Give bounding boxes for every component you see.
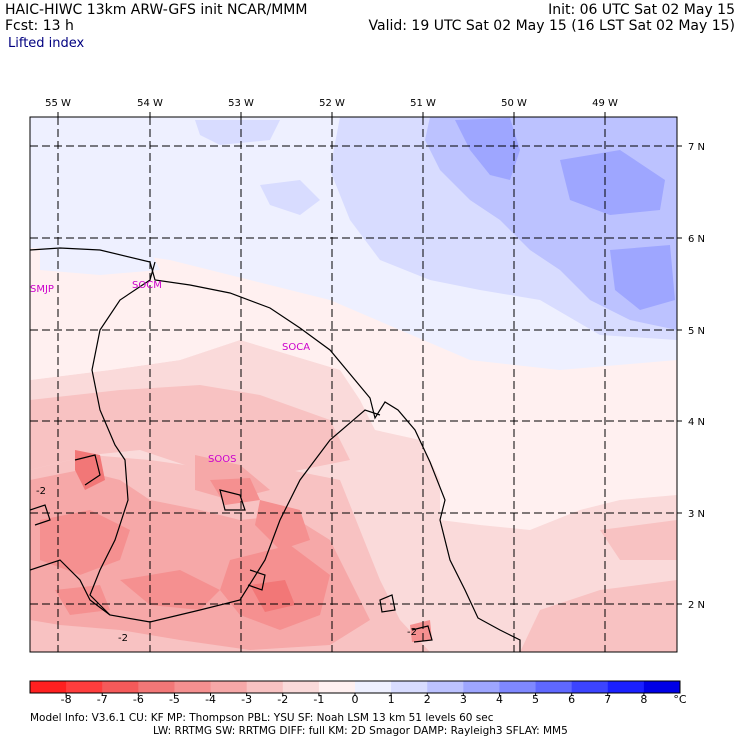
colorbar-tick-label: -3	[241, 693, 253, 706]
colorbar-tick-label: 8	[640, 693, 648, 706]
station-label: SOCM	[132, 280, 162, 291]
lon-label: 53 W	[228, 98, 254, 109]
colorbar-tick-label: 5	[532, 693, 540, 706]
colorbar-tick-label: 2	[423, 693, 431, 706]
colorbar-unit: °C	[673, 693, 687, 706]
contour-label: -2	[407, 627, 417, 638]
lon-label: 49 W	[592, 98, 618, 109]
colorbar-swatch	[174, 681, 212, 693]
colorbar-swatch	[391, 681, 428, 693]
contour-label: -2	[118, 633, 128, 644]
colorbar-swatch	[499, 681, 537, 693]
lon-label: 54 W	[137, 98, 163, 109]
lat-label: 4 N	[688, 417, 705, 428]
colorbar-tick-label: -1	[313, 693, 325, 706]
colorbar-swatch	[318, 681, 356, 693]
station-label: SMJP	[30, 284, 54, 295]
colorbar-tick-label: 0	[351, 693, 359, 706]
colorbar-swatch	[427, 681, 464, 693]
colorbar-tick-label: -2	[277, 693, 289, 706]
lifted-index-field	[30, 117, 677, 652]
lon-label: 51 W	[410, 98, 436, 109]
colorbar-tick-label: 7	[604, 693, 612, 706]
colorbar-swatch	[463, 681, 500, 693]
colorbar-swatch	[30, 681, 67, 693]
colorbar-swatch	[355, 681, 392, 693]
model-title: HAIC-HIWC 13km ARW-GFS init NCAR/MMM	[5, 2, 308, 18]
colorbar-tick-label: -8	[60, 693, 72, 706]
colorbar-swatch	[535, 681, 573, 693]
colorbar-swatch	[643, 681, 681, 693]
colorbar-tick-label: -6	[132, 693, 144, 706]
colorbar-swatch	[102, 681, 139, 693]
colorbar-swatch	[66, 681, 103, 693]
lat-label: 6 N	[688, 234, 705, 245]
axis-ticks	[57, 112, 682, 605]
lat-lon-grid	[30, 117, 677, 652]
colorbar	[29, 680, 681, 696]
forecast-hour: Fcst: 13 h	[5, 18, 74, 34]
model-info-line1: Model Info: V3.6.1 CU: KF MP: Thompson P…	[30, 712, 494, 724]
map-frame	[29, 116, 678, 653]
valid-time: Valid: 19 UTC Sat 02 May 15 (16 LST Sat …	[368, 18, 735, 34]
colorbar-tick-label: 4	[495, 693, 503, 706]
coastlines-borders	[30, 247, 521, 652]
colorbar-tick-label: 3	[459, 693, 467, 706]
colorbar-tick-label: -5	[168, 693, 180, 706]
station-label: SOOS	[208, 454, 236, 465]
colorbar-tick-label: -4	[205, 693, 217, 706]
colorbar-tick-label: 1	[387, 693, 395, 706]
colorbar-swatch	[282, 681, 320, 693]
lat-label: 7 N	[688, 142, 705, 153]
model-info-line2: LW: RRTMG SW: RRTMG DIFF: full KM: 2D Sm…	[153, 725, 568, 737]
contour-label: -2	[36, 486, 46, 497]
lat-label: 3 N	[688, 509, 705, 520]
colorbar-tick-label: 6	[568, 693, 576, 706]
colorbar-tick-label: -7	[96, 693, 108, 706]
lon-label: 55 W	[45, 98, 71, 109]
field-name: Lifted index	[8, 36, 85, 51]
station-label: SOCA	[282, 342, 310, 353]
lat-label: 5 N	[688, 326, 705, 337]
lon-label: 52 W	[319, 98, 345, 109]
colorbar-swatch	[607, 681, 645, 693]
colorbar-swatch	[210, 681, 248, 693]
lon-label: 50 W	[501, 98, 527, 109]
lat-label: 2 N	[688, 600, 705, 611]
colorbar-swatch	[246, 681, 284, 693]
colorbar-swatch	[571, 681, 609, 693]
colorbar-swatch	[138, 681, 175, 693]
init-time: Init: 06 UTC Sat 02 May 15	[548, 2, 735, 18]
